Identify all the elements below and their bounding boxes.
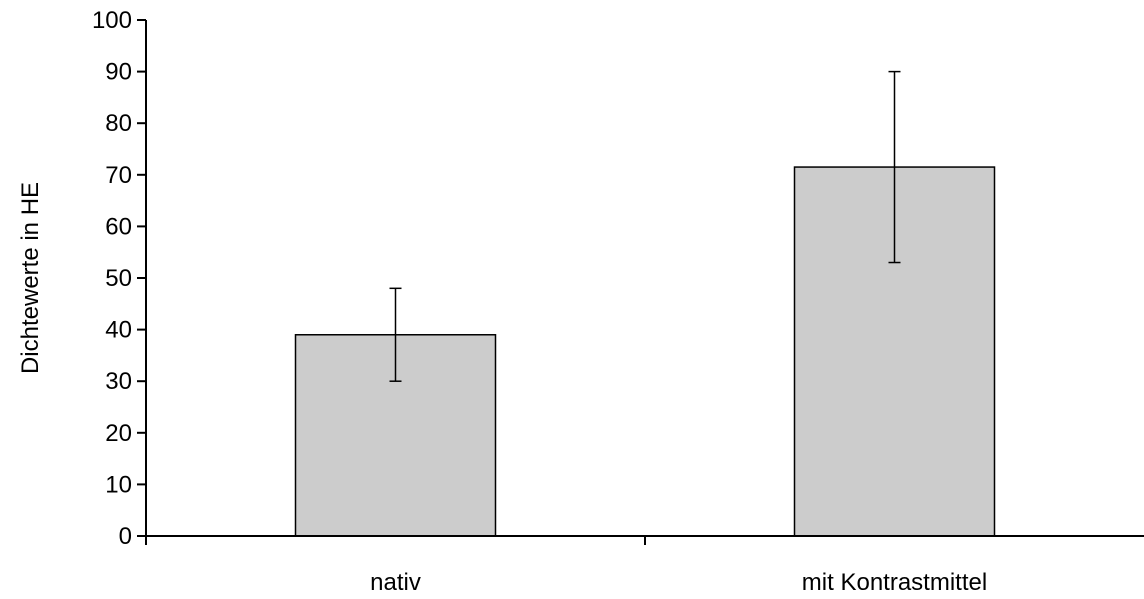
y-tick-label: 40 [105, 317, 132, 344]
category-label: mit Kontrastmittel [802, 569, 987, 596]
category-labels: nativ mit Kontrastmittel [370, 569, 987, 596]
y-tick-label: 10 [105, 471, 132, 498]
y-axis-ticks: 0 10 20 30 40 50 60 70 80 90 100 [92, 7, 146, 550]
y-tick-label: 80 [105, 110, 132, 137]
y-axis-label: Dichtewerte in HE [17, 182, 44, 374]
y-tick-label: 0 [119, 523, 132, 550]
x-axis-ticks [146, 536, 645, 545]
y-tick-label: 20 [105, 420, 132, 447]
y-tick-label: 50 [105, 265, 132, 292]
y-tick-label: 90 [105, 59, 132, 86]
y-tick-label: 60 [105, 213, 132, 240]
y-tick-label: 30 [105, 368, 132, 395]
y-tick-label: 100 [92, 7, 132, 34]
bars [296, 167, 995, 536]
y-tick-label: 70 [105, 162, 132, 189]
category-label: nativ [370, 569, 421, 596]
